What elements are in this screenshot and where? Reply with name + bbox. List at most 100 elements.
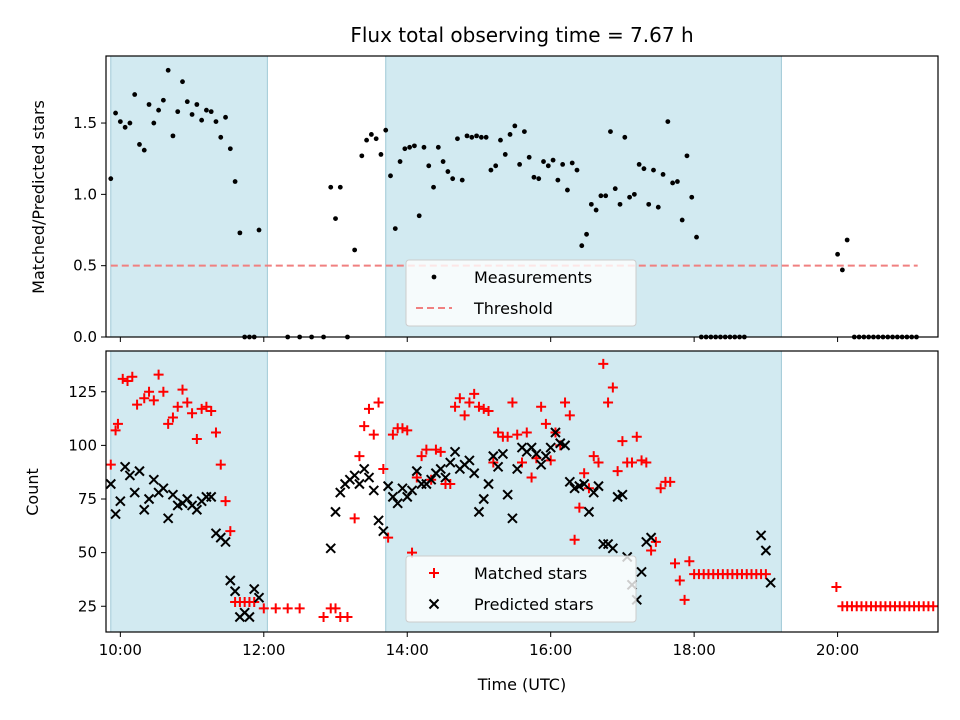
x-tick-label: 18:00 (673, 641, 716, 659)
measurements-point (660, 171, 666, 177)
predicted-stars-point (645, 532, 657, 543)
matched-stars-point (144, 386, 155, 397)
matched-stars-point (132, 399, 143, 410)
measurements-point (545, 163, 551, 169)
predicted-stars-point (535, 459, 547, 470)
matched-stars-point (545, 455, 556, 466)
measurements-point (502, 152, 508, 157)
matched-stars-point (153, 369, 164, 380)
y-tick-label: 1.0 (73, 185, 97, 203)
measurements-point (364, 137, 369, 143)
matched-stars-point (665, 476, 676, 487)
measurements-point (328, 184, 334, 190)
predicted-stars-point (134, 465, 145, 477)
x-tick-label: 10:00 (99, 641, 142, 659)
measurements-point (199, 117, 205, 123)
predicted-stars-point (488, 450, 499, 462)
measurements-point (218, 134, 224, 140)
measurements-point (469, 134, 475, 140)
x-tick-label: 12:00 (242, 641, 285, 659)
predicted-stars-point (205, 491, 217, 503)
matched-stars-point (220, 496, 231, 507)
matched-stars-point (564, 410, 575, 421)
predicted-stars-point (392, 498, 403, 509)
measurements-point (517, 162, 523, 167)
matched-stars-point (679, 594, 690, 605)
measurements-point (141, 147, 147, 153)
count-axes: 25 50 75 100 125 10:00 12:00 14:00 16:00 18:00 20:… (68, 350, 939, 659)
measurements-point (507, 132, 513, 137)
measurements-point (541, 159, 546, 164)
measurements-point (631, 191, 637, 197)
predicted-stars-point (354, 478, 365, 490)
matched-stars-point (127, 371, 138, 382)
predicted-stars-point (182, 493, 193, 505)
predicted-stars-point (760, 545, 772, 556)
measurements-point (521, 129, 527, 134)
matched-stars-point (512, 429, 523, 440)
measurements-point (151, 120, 157, 126)
predicted-stars-point (545, 442, 556, 453)
measurements-point (333, 216, 338, 222)
measurements-point (160, 97, 166, 103)
legend-count: Matched stars Predicted stars (405, 555, 637, 623)
measurements-point (584, 231, 589, 237)
predicted-stars-point (636, 566, 647, 578)
matched-stars-point (167, 412, 178, 423)
matched-stars-point (249, 596, 260, 607)
matched-stars-point (318, 611, 329, 622)
measurements-point (550, 157, 556, 163)
matched-stars-point (445, 478, 456, 489)
y-tick-label: 0.0 (73, 328, 97, 346)
measurements-point (132, 92, 138, 97)
measurements-point (208, 109, 214, 115)
measurements-point (598, 193, 604, 199)
measurements-point (488, 167, 494, 173)
matched-stars-point (373, 397, 384, 408)
matched-stars-point (110, 425, 121, 436)
y-tick-label: 50 (78, 544, 97, 562)
measurements-point (232, 179, 238, 184)
measurements-point (156, 107, 161, 113)
measurements-point (655, 204, 661, 210)
measurements-point (612, 186, 618, 192)
measurements-point (665, 119, 671, 125)
matched-stars-point (928, 601, 939, 612)
measurements-point (426, 163, 432, 169)
measurements-point (531, 174, 537, 180)
measurements-point (679, 217, 685, 223)
measurements-point (412, 143, 417, 149)
measurements-point (137, 142, 142, 147)
y-tick-label: 0.5 (73, 257, 97, 275)
predicted-stars-point (115, 495, 126, 507)
matched-stars-point (507, 397, 518, 408)
measurements-point (455, 136, 460, 142)
matched-stars-point (383, 532, 394, 543)
matched-stars-point (206, 406, 217, 417)
legend-label-predicted-stars: Predicted stars (474, 595, 594, 614)
predicted-stars-point (139, 504, 150, 515)
y-tick-label: 25 (78, 597, 97, 615)
count-points (105, 358, 939, 623)
predicted-stars-point (550, 427, 561, 438)
measurements-point (180, 79, 185, 85)
matched-stars-point (626, 457, 637, 468)
predicted-stars-point (253, 592, 265, 603)
matched-stars-point (397, 423, 408, 434)
matched-stars-point (387, 429, 398, 440)
measurements-point (117, 119, 123, 125)
measurements-point (378, 152, 384, 157)
measurements-point (646, 201, 652, 207)
measurements-point (608, 129, 613, 134)
measurements-point (512, 123, 518, 129)
predicted-stars-point (411, 465, 423, 477)
predicted-stars-point (507, 513, 518, 524)
measurements-point (651, 167, 656, 173)
predicted-stars-point (502, 489, 513, 500)
measurements-point (560, 162, 566, 167)
predicted-stars-point (368, 485, 379, 496)
x-tick-label: 14:00 (386, 641, 429, 659)
predicted-stars-point (358, 463, 370, 475)
predicted-stars-point (765, 577, 776, 588)
matched-stars-point (760, 569, 771, 580)
